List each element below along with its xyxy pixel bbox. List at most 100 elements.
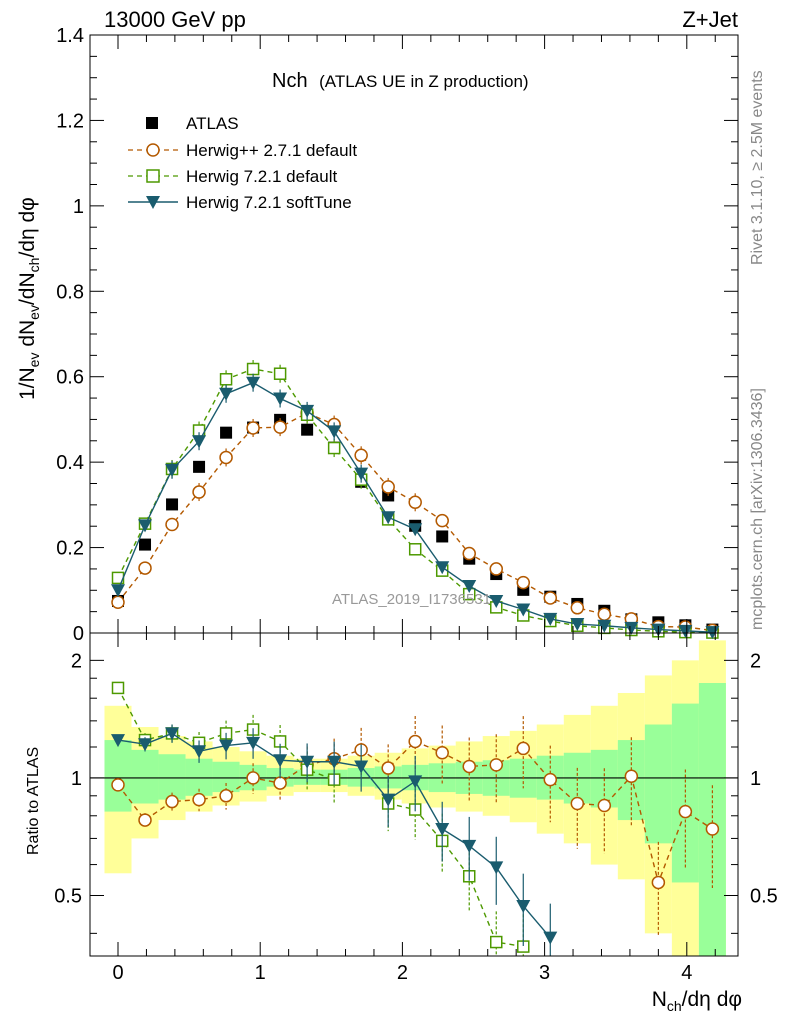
ytick-label-2: 0.4 (56, 452, 84, 474)
point-softtune-13 (462, 580, 477, 594)
plot-title-main: Nch (272, 70, 308, 92)
ratio-frame (89, 632, 739, 957)
point-herwigpp-3 (192, 485, 206, 499)
point-herwig7-8 (327, 441, 341, 455)
ytick-label-0: 0 (73, 623, 84, 645)
ratio-point-herwig7-0 (111, 681, 125, 695)
header-left: 13000 GeV pp (104, 7, 246, 32)
ratio-point-herwigpp-6 (273, 776, 287, 790)
ratio-point-herwigpp-15 (516, 741, 531, 756)
ratio-point-softtune-0 (111, 734, 125, 748)
ratio-line-herwigpp-0 (117, 740, 713, 885)
point-herwigpp-1 (138, 561, 152, 575)
band-inner-4 (212, 761, 240, 793)
y-axis-label: 1/Nev dNev/dNch/dη dφ (16, 197, 42, 400)
legend-h7-label: Herwig 7.2.1 default (186, 167, 337, 186)
point-herwigpp-11 (408, 495, 422, 510)
ratio-point-herwigpp-16 (543, 772, 558, 787)
rtick-label-left-2: 2 (71, 650, 82, 672)
point-herwigpp-2 (165, 517, 179, 532)
point-softtune-2 (165, 463, 180, 477)
band-inner-0 (104, 740, 132, 812)
point-softtune-10 (381, 511, 396, 525)
main-plot (111, 360, 720, 640)
point-herwigpp-10 (381, 480, 395, 494)
point-atlas-3 (193, 460, 206, 473)
legend-hpp-label: Herwig++ 2.7.1 default (186, 141, 357, 160)
point-herwigpp-17 (570, 601, 585, 615)
ratio-point-softtune-3 (192, 745, 207, 759)
point-softtune-11 (408, 523, 423, 537)
rtick-label-right-1: 1 (750, 768, 761, 790)
point-atlas-1 (139, 538, 152, 551)
band-inner-21 (671, 703, 699, 883)
point-softtune-5 (246, 376, 261, 390)
xtick-label-1: 1 (255, 962, 266, 984)
plot-title: Nch (ATLAS UE in Z production) (272, 70, 529, 92)
ratio-point-herwigpp-14 (489, 758, 504, 772)
point-herwig7-11 (408, 543, 422, 556)
ratio-point-softtune-15 (516, 899, 531, 913)
ratio-point-herwigpp-22 (705, 822, 720, 836)
point-herwigpp-14 (489, 562, 504, 576)
point-softtune-15 (516, 603, 531, 617)
ratio-point-herwigpp-13 (462, 759, 476, 774)
point-softtune-6 (273, 392, 288, 406)
ratio-point-softtune-16 (543, 931, 558, 945)
series-line-herwigpp (117, 412, 713, 632)
ytick-label-5: 1 (73, 196, 84, 218)
rtick-label-left-0: 0.5 (54, 886, 82, 908)
rivet-label: Rivet 3.1.10, ≥ 2.5M events (749, 70, 766, 265)
point-softtune-19 (624, 621, 639, 635)
ratio-point-herwigpp-18 (597, 798, 612, 813)
ratio-point-softtune-13 (462, 839, 477, 853)
legend-soft-label: Herwig 7.2.1 softTune (186, 193, 352, 212)
rtick-label-right-2: 2 (750, 650, 761, 672)
ratio-point-softtune-14 (489, 861, 504, 875)
mcplots-label: mcplots.cern.ch [arXiv:1306.3436] (749, 388, 766, 630)
ratio-point-herwig7-14 (490, 935, 503, 949)
band-inner-1 (131, 749, 159, 804)
xtick-label-2: 2 (397, 962, 408, 984)
point-softtune-18 (597, 619, 612, 633)
point-softtune-7 (300, 404, 315, 418)
point-atlas-12 (436, 530, 449, 543)
ratio-point-herwigpp-0 (111, 778, 125, 792)
point-softtune-3 (192, 435, 207, 449)
ratio-y-label: Ratio to ATLAS (25, 747, 42, 855)
xtick-label-0: 0 (112, 962, 123, 984)
ratio-series-group (111, 681, 720, 956)
ratio-point-herwigpp-12 (435, 746, 449, 760)
point-herwig7-4 (219, 373, 233, 386)
xtick-label-3: 3 (539, 962, 550, 984)
watermark: ATLAS_2019_I1736531 (332, 591, 491, 608)
point-atlas-2 (166, 498, 179, 511)
point-herwigpp-5 (246, 421, 260, 435)
point-softtune-17 (570, 618, 585, 632)
ratio-point-softtune-5 (246, 736, 261, 750)
ratio-point-herwigpp-19 (624, 769, 639, 783)
ratio-point-herwigpp-1 (138, 813, 152, 827)
band-inner-22 (698, 683, 726, 956)
point-softtune-8 (327, 425, 342, 439)
ratio-point-herwigpp-5 (246, 771, 260, 785)
ytick-label-4: 0.8 (56, 281, 84, 303)
rtick-label-left-1: 1 (71, 768, 82, 790)
plot-subtitle: (ATLAS UE in Z production) (319, 72, 528, 91)
ratio-line-herwig7-0 (117, 687, 335, 781)
point-herwigpp-16 (543, 591, 558, 605)
point-atlas-7 (301, 423, 314, 436)
ytick-label-6: 1.2 (56, 110, 84, 132)
point-softtune-4 (219, 387, 234, 401)
legend: ATLAS Herwig++ 2.7.1 default Herwig 7.2.… (128, 114, 357, 212)
point-softtune-14 (489, 594, 504, 608)
ratio-point-softtune-4 (219, 739, 234, 753)
ratio-point-herwigpp-21 (678, 804, 693, 819)
ratio-point-softtune-6 (273, 754, 288, 768)
point-herwigpp-12 (435, 513, 449, 528)
ratio-point-herwigpp-10 (381, 761, 395, 775)
ratio-point-softtune-7 (300, 755, 315, 769)
ratio-point-herwigpp-3 (192, 792, 206, 807)
point-herwigpp-0 (111, 595, 125, 609)
